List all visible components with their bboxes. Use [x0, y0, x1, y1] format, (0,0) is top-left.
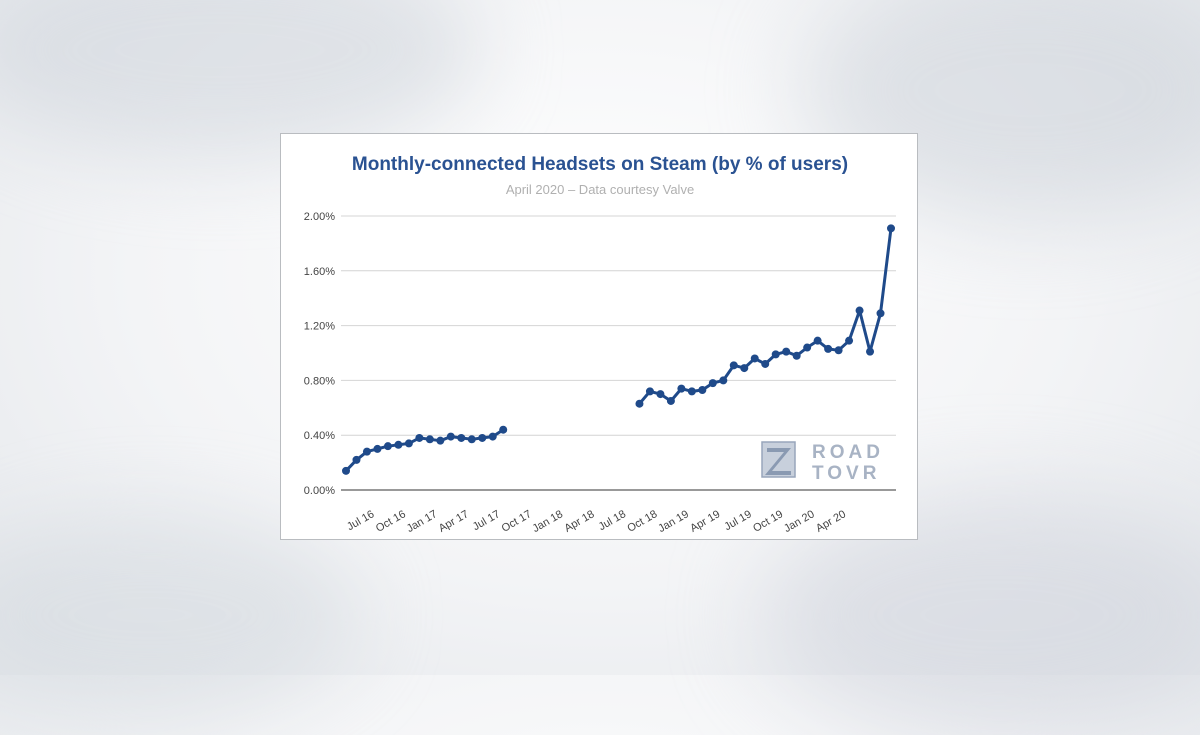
data-point [834, 346, 843, 355]
data-point [729, 361, 738, 370]
x-tick-label: Jan 18 [531, 508, 566, 535]
data-point [499, 425, 508, 434]
data-point [740, 364, 749, 373]
y-tick-label: 1.60% [304, 266, 335, 278]
data-point [824, 344, 833, 353]
x-tick-label: Oct 17 [500, 508, 534, 535]
x-tick-label: Oct 16 [374, 508, 408, 535]
chart-card: Monthly-connected Headsets on Steam (by … [280, 133, 918, 540]
line-chart: Monthly-connected Headsets on Steam (by … [304, 154, 896, 535]
y-tick-label: 0.00% [304, 485, 335, 497]
x-tick-label: Jan 19 [656, 508, 691, 535]
data-point [362, 447, 371, 456]
data-point [635, 399, 644, 408]
data-point [761, 359, 770, 368]
data-point [750, 354, 759, 363]
data-point [687, 387, 696, 396]
data-point [436, 436, 445, 445]
watermark-line1: ROAD [812, 442, 884, 463]
data-point [383, 442, 392, 451]
x-tick-label: Oct 18 [625, 508, 659, 535]
data-point [425, 435, 434, 444]
data-point [792, 351, 801, 360]
x-tick-label: Apr 18 [562, 508, 596, 535]
data-point [887, 224, 895, 233]
data-point [645, 387, 654, 396]
data-point [782, 347, 791, 356]
x-tick-label: Jul 16 [345, 508, 376, 533]
x-tick-label: Apr 20 [814, 508, 848, 535]
y-tick-label: 0.40% [304, 430, 335, 442]
y-tick-label: 1.20% [304, 321, 335, 333]
y-tick-label: 0.80% [304, 375, 335, 387]
data-point [373, 444, 382, 453]
data-point [813, 336, 822, 345]
data-point [457, 433, 466, 442]
data-point [876, 309, 885, 318]
data-point [771, 350, 780, 359]
data-point [404, 439, 413, 448]
data-point [488, 432, 497, 441]
data-point [698, 385, 707, 394]
data-point [656, 390, 665, 399]
series-line [638, 226, 893, 406]
data-point [855, 306, 864, 315]
x-tick-label: Oct 19 [751, 508, 785, 535]
x-tick-label: Jul 18 [597, 508, 628, 533]
data-point [719, 376, 728, 385]
data-point [446, 432, 455, 441]
data-point [803, 343, 812, 352]
x-tick-label: Jan 20 [782, 508, 817, 535]
background-blur [0, 515, 360, 715]
data-point [342, 466, 350, 475]
x-tick-label: Jul 17 [471, 508, 502, 533]
x-tick-label: Apr 17 [437, 508, 471, 535]
chart-subtitle: April 2020 – Data courtesy Valve [506, 182, 694, 197]
chart-title: Monthly-connected Headsets on Steam (by … [352, 154, 848, 175]
y-tick-label: 2.00% [304, 211, 335, 223]
data-point [415, 433, 424, 442]
x-tick-label: Jan 17 [405, 508, 440, 535]
x-tick-label: Apr 19 [688, 508, 722, 535]
data-point [708, 379, 717, 388]
data-point [352, 455, 361, 464]
x-tick-label: Jul 19 [722, 508, 753, 533]
data-point [677, 384, 686, 393]
data-point [478, 433, 487, 442]
data-point [666, 396, 675, 405]
data-point [866, 347, 875, 356]
data-point [394, 440, 403, 449]
data-point [467, 435, 476, 444]
roadtovr-logo: ROAD TOVR [761, 441, 884, 484]
data-point [845, 336, 854, 345]
series-line [344, 428, 505, 473]
watermark-line2: TOVR [812, 463, 880, 484]
